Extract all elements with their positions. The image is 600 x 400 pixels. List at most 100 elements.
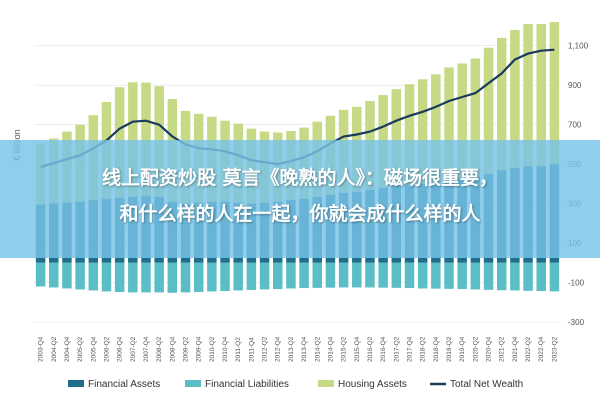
bar-financial-liabilities xyxy=(141,262,151,293)
x-tick-label: 2005-Q4 xyxy=(90,336,97,362)
y-tick-label: 1,100 xyxy=(568,42,589,51)
x-tick-label: 2014-Q2 xyxy=(314,336,321,362)
bar-financial-liabilities xyxy=(233,262,243,291)
legend-swatch xyxy=(318,380,334,387)
bar-housing-assets xyxy=(128,82,138,197)
x-tick-label: 2006-Q4 xyxy=(117,336,124,362)
bar-financial-liabilities xyxy=(483,262,494,290)
y-tick-label: 700 xyxy=(568,121,582,130)
overlay-line-2: 和什么样的人在一起，你就会成什么样的人 xyxy=(119,203,481,225)
bar-housing-assets xyxy=(523,24,533,167)
bar-financial-liabilities xyxy=(312,262,323,288)
bar-financial-liabilities xyxy=(114,262,125,293)
legend-label: Financial Assets xyxy=(88,379,160,390)
bar-housing-assets xyxy=(444,67,454,180)
x-tick-label: 2013-Q4 xyxy=(301,336,308,362)
bar-financial-liabilities xyxy=(496,262,507,291)
bar-financial-liabilities xyxy=(35,262,46,287)
x-tick-label: 2013-Q2 xyxy=(288,336,295,362)
bar-financial-liabilities xyxy=(167,262,178,293)
x-tick-label: 2005-Q2 xyxy=(77,336,84,362)
bar-financial-liabilities xyxy=(246,262,257,291)
legend-swatch xyxy=(68,380,84,387)
x-tick-label: 2016-Q4 xyxy=(380,336,387,362)
x-tick-label: 2012-Q2 xyxy=(262,336,269,362)
bar-housing-assets xyxy=(536,24,546,167)
bar-financial-liabilities xyxy=(154,262,164,293)
bar-financial-liabilities xyxy=(75,262,85,290)
bar-housing-assets xyxy=(417,79,428,184)
bar-financial-liabilities xyxy=(259,262,270,290)
bar-financial-liabilities xyxy=(299,262,309,289)
bar-housing-assets xyxy=(457,63,467,178)
bar-financial-liabilities xyxy=(193,262,204,293)
bar-housing-assets xyxy=(431,74,441,183)
bar-financial-liabilities xyxy=(536,262,546,292)
legend-swatch xyxy=(185,380,201,387)
x-tick-label: 2011-Q2 xyxy=(235,337,242,362)
x-tick-label: 2023-Q2 xyxy=(551,336,558,362)
x-tick-label: 2020-Q4 xyxy=(486,336,493,362)
bar-financial-liabilities xyxy=(523,262,533,291)
y-tick-label: -300 xyxy=(568,318,585,327)
bar-housing-assets xyxy=(496,37,507,171)
bar-financial-liabilities xyxy=(352,262,362,288)
bar-financial-liabilities xyxy=(444,262,454,289)
x-tick-label: 2016-Q2 xyxy=(367,336,374,362)
bar-financial-liabilities xyxy=(365,262,375,288)
x-tick-label: 2021-Q2 xyxy=(499,336,506,362)
x-axis-ticks: 2003-Q4 2004-Q2 2004-Q4 2005-Q2 2005-Q4 2006-… xyxy=(38,336,559,362)
bar-financial-liabilities xyxy=(391,262,402,288)
bar-financial-liabilities xyxy=(457,262,467,290)
bar-financial-liabilities xyxy=(49,262,59,288)
x-tick-label: 2015-Q2 xyxy=(341,336,348,362)
bar-financial-liabilities xyxy=(431,262,441,289)
x-tick-label: 2008-Q4 xyxy=(169,336,176,362)
bar-housing-assets xyxy=(510,29,520,169)
x-tick-label: 2020-Q2 xyxy=(472,336,479,362)
bar-housing-assets xyxy=(391,89,402,186)
x-tick-label: 2015-Q4 xyxy=(354,336,361,362)
overlay-text: 线上配资炒股 莫言《晚熟的人》：磁场很重要， 和什么样的人在一起，你就会成什么样… xyxy=(8,160,592,232)
bar-financial-liabilities xyxy=(180,262,191,293)
legend-label: Financial Liabilities xyxy=(205,379,289,390)
x-tick-label: 2018-Q4 xyxy=(433,336,440,362)
legend-label: Housing Assets xyxy=(338,379,407,390)
x-tick-label: 2004-Q2 xyxy=(51,336,58,362)
bar-financial-liabilities xyxy=(101,262,112,292)
bar-financial-liabilities xyxy=(220,262,230,292)
bar-financial-liabilities xyxy=(128,262,138,293)
y-tick-label: 900 xyxy=(568,81,582,90)
x-tick-label: 2004-Q4 xyxy=(64,336,71,362)
x-tick-label: 2012-Q4 xyxy=(275,336,282,362)
bar-financial-liabilities xyxy=(470,262,481,290)
legend: Financial Assets Financial Liabilities Hou… xyxy=(68,379,523,390)
x-tick-label: 2010-Q2 xyxy=(209,336,216,362)
bar-financial-liabilities xyxy=(378,262,388,288)
bar-financial-liabilities xyxy=(417,262,428,289)
x-tick-label: 2009-Q2 xyxy=(183,336,190,362)
bar-financial-liabilities xyxy=(325,262,336,288)
x-tick-label: 2019-Q2 xyxy=(446,336,453,362)
x-tick-label: 2022-Q2 xyxy=(525,336,532,362)
bar-housing-assets xyxy=(549,22,560,165)
bar-housing-assets xyxy=(141,82,151,197)
x-tick-label: 2007-Q4 xyxy=(143,336,150,362)
x-tick-label: 2019-Q4 xyxy=(459,336,466,362)
x-tick-label: 2009-Q4 xyxy=(196,336,203,362)
bar-financial-liabilities xyxy=(338,262,349,288)
bar-financial-liabilities xyxy=(510,262,520,291)
x-tick-label: 2014-Q4 xyxy=(327,336,334,362)
x-tick-label: 2018-Q2 xyxy=(420,336,427,362)
bar-financial-liabilities xyxy=(207,262,217,292)
legend-label: Total Net Wealth xyxy=(450,379,523,390)
bar-financial-liabilities xyxy=(88,262,99,291)
y-tick-label: -100 xyxy=(568,279,585,288)
bar-financial-liabilities xyxy=(404,262,415,289)
overlay-banner: 线上配资炒股 莫言《晚熟的人》：磁场很重要， 和什么样的人在一起，你就会成什么样… xyxy=(0,140,600,258)
bar-housing-assets xyxy=(483,47,494,174)
x-tick-label: 2011-Q4 xyxy=(248,337,255,362)
overlay-line-1: 线上配资炒股 莫言《晚熟的人》：磁场很重要， xyxy=(101,167,499,189)
x-tick-label: 2007-Q2 xyxy=(130,336,137,362)
x-tick-label: 2006-Q2 xyxy=(103,336,110,362)
